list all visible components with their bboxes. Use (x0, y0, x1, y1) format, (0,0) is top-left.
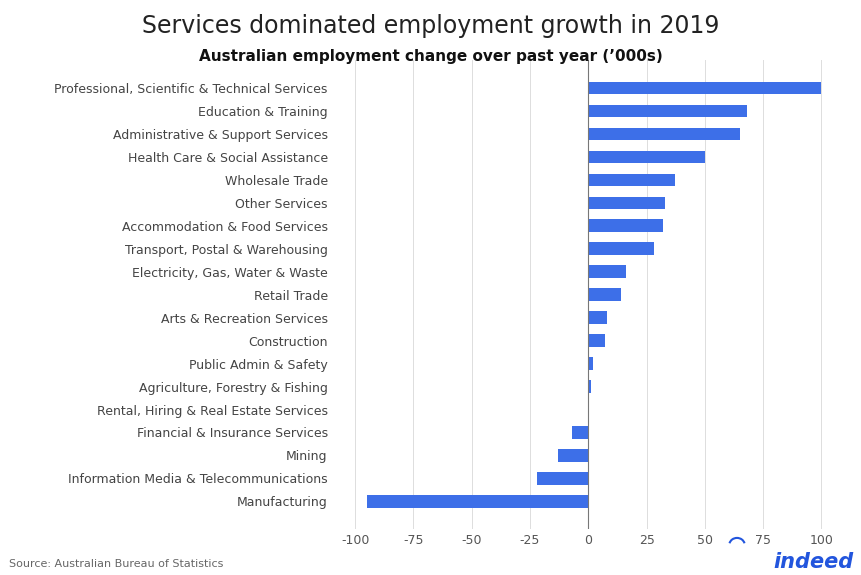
Bar (587, 266, 625, 278)
Bar (367, 495, 587, 508)
Bar (587, 357, 592, 370)
Bar (587, 105, 746, 117)
Bar (557, 449, 587, 462)
Text: indeed: indeed (772, 552, 852, 572)
Text: Source: Australian Bureau of Statistics: Source: Australian Bureau of Statistics (9, 559, 223, 569)
Bar (587, 174, 674, 186)
Bar (587, 243, 653, 255)
Text: Australian employment change over past year (’000s): Australian employment change over past y… (199, 49, 662, 64)
Bar (587, 380, 590, 393)
Bar (587, 220, 662, 232)
Bar (587, 128, 739, 140)
Bar (587, 197, 665, 209)
Bar (587, 151, 704, 163)
Text: Services dominated employment growth in 2019: Services dominated employment growth in … (142, 14, 719, 39)
Bar (587, 334, 604, 347)
Bar (587, 289, 620, 301)
Bar (587, 403, 589, 416)
Bar (536, 472, 587, 485)
Bar (587, 82, 821, 94)
Bar (587, 311, 606, 324)
Bar (572, 426, 587, 439)
